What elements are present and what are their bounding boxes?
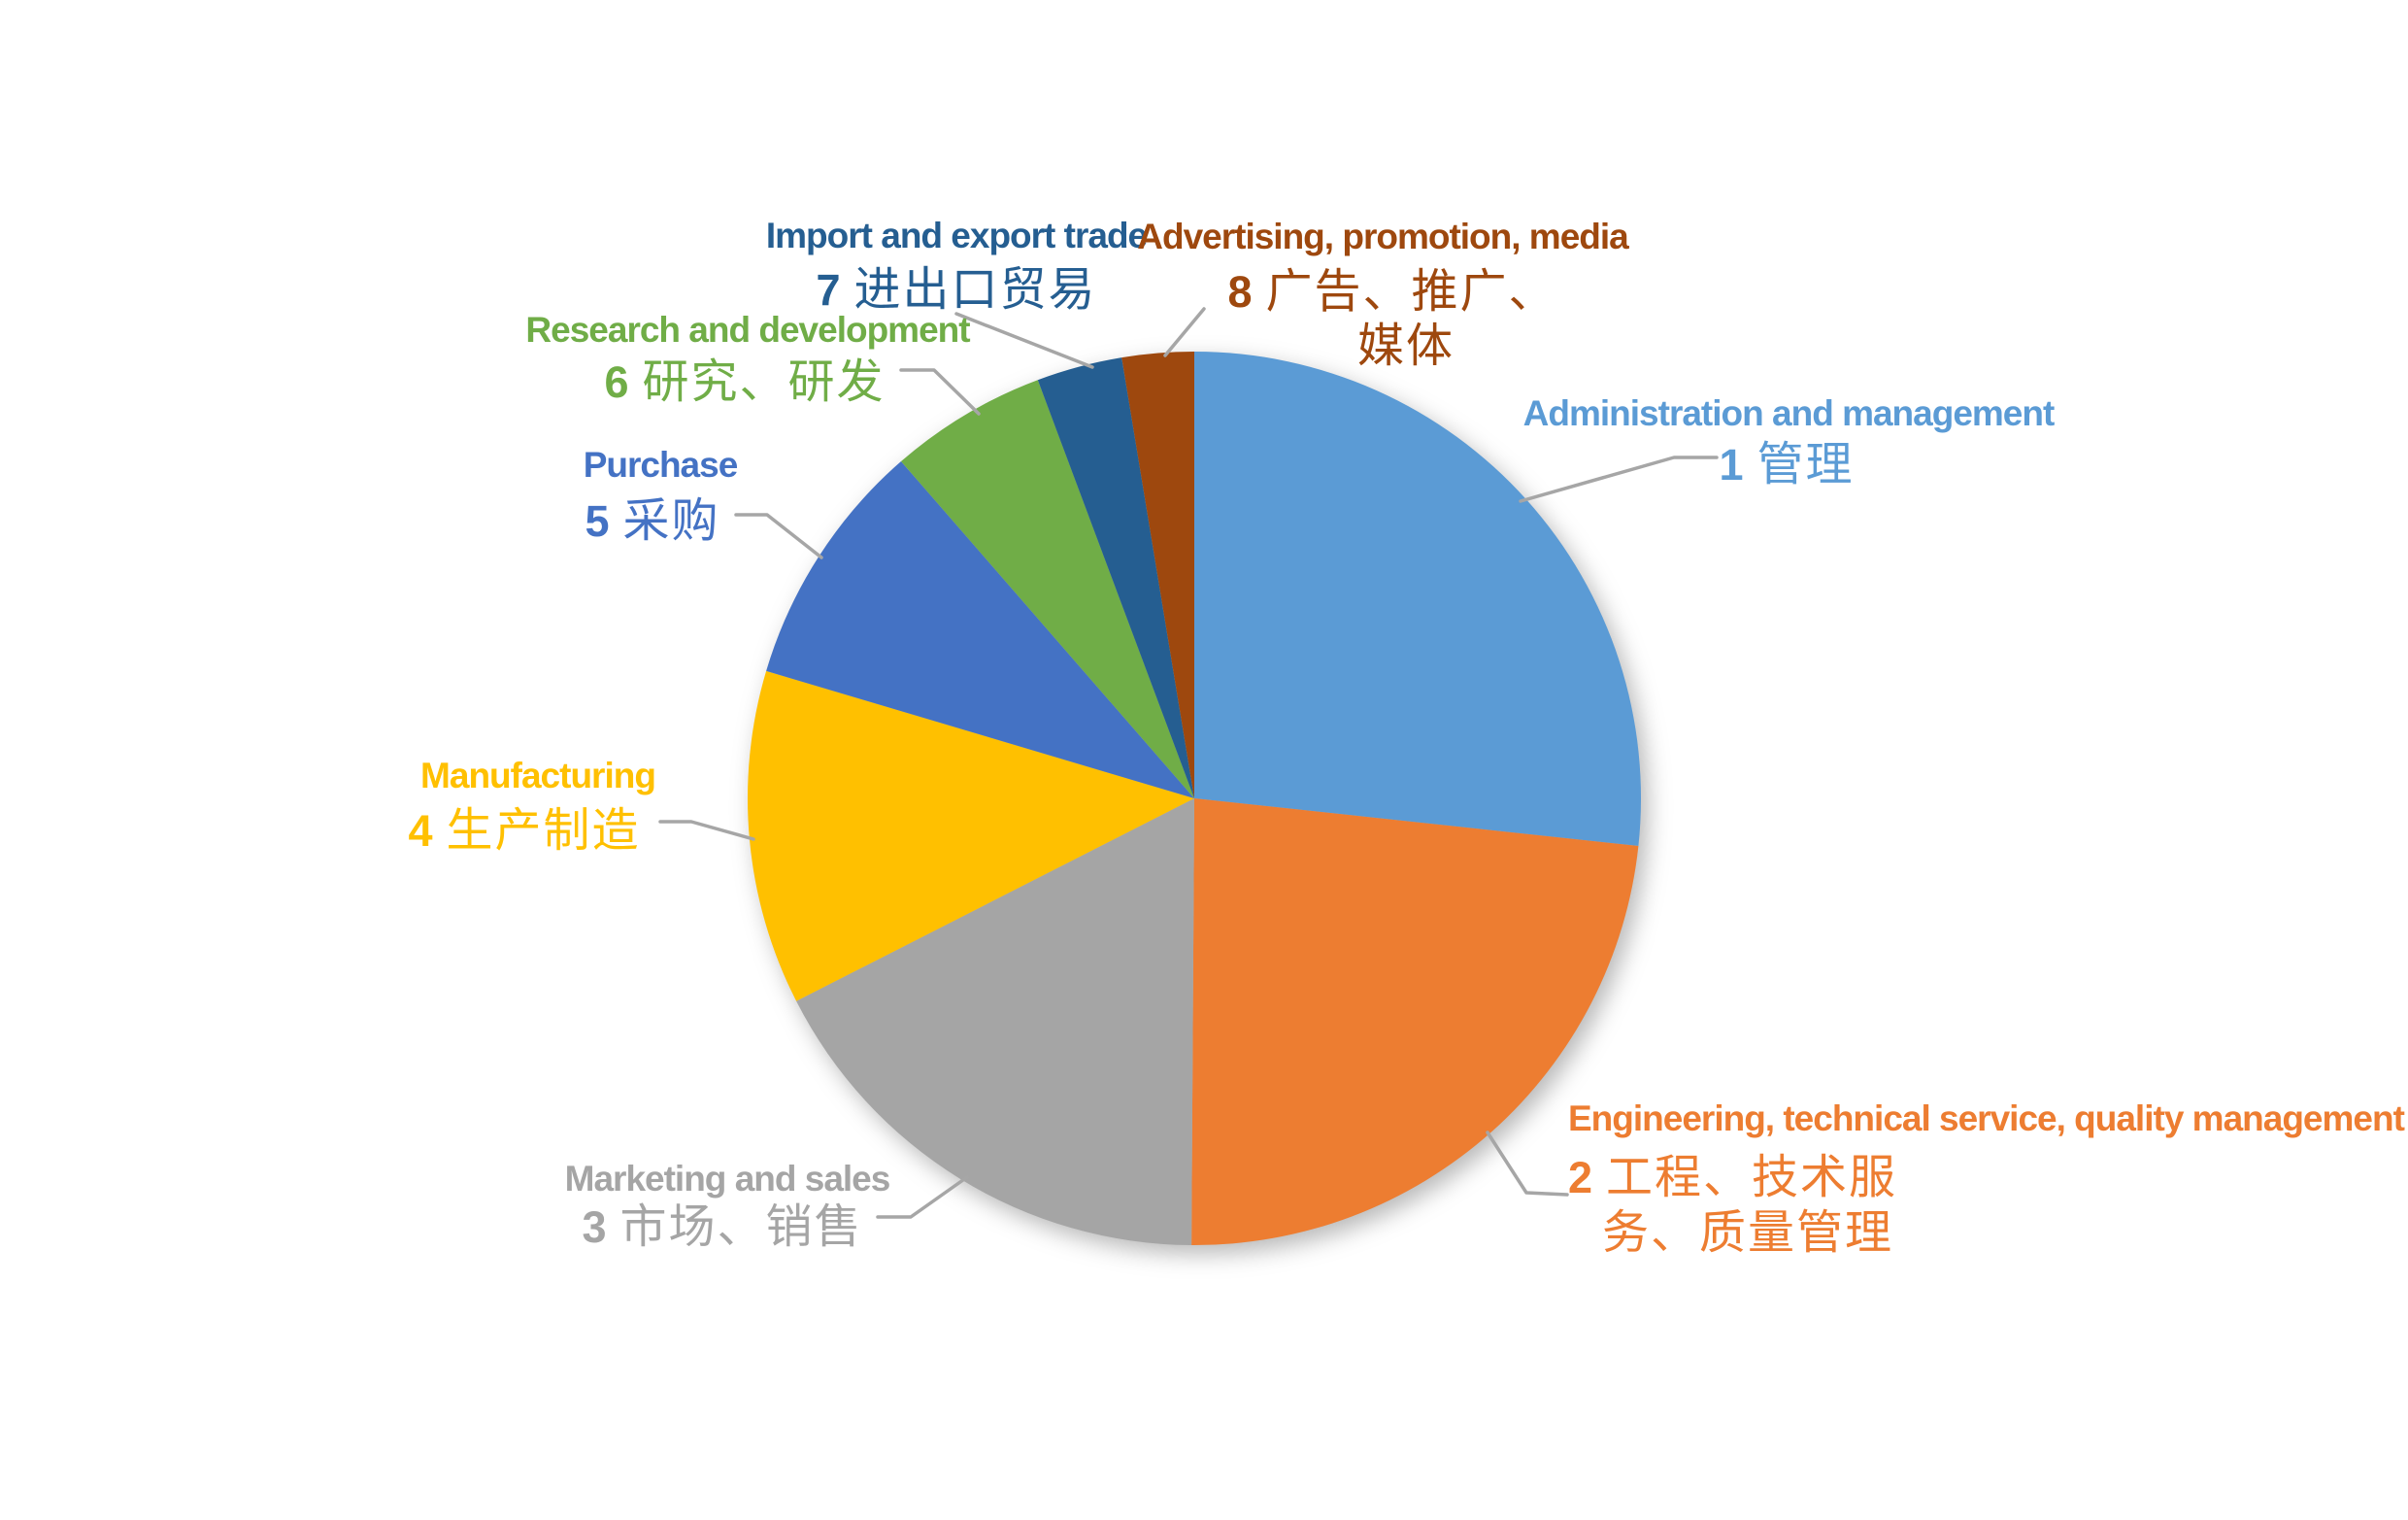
- label-manufacturing-zh-text: 生产制造: [446, 805, 641, 857]
- label-advertising-zh-line2: 媒体: [1356, 321, 1455, 372]
- leader-line-advertising: [1163, 307, 1206, 357]
- label-engineering-zh-text1: 工程、技术服: [1606, 1152, 1898, 1203]
- label-advertising-zh-line1: 8 广告、推广、: [1227, 253, 1556, 321]
- slice-number-2: 2: [1568, 1153, 1593, 1202]
- pie-slice-1[interactable]: [1194, 352, 1642, 846]
- slice-number-6: 6: [604, 357, 629, 407]
- pie-slice-2[interactable]: [1191, 798, 1639, 1246]
- label-import-export-zh: 7 进出口贸易: [816, 251, 1096, 319]
- label-engineering-zh-line2: 务、质量管理: [1602, 1207, 1894, 1259]
- slice-number-4: 4: [408, 806, 433, 856]
- label-manufacturing-en: Manufacturing: [420, 756, 656, 795]
- label-import-export-en: Import and export trade: [765, 216, 1148, 255]
- label-advertising-zh-text1: 广告、推广、: [1265, 266, 1557, 318]
- label-marketing-zh-text: 市场、销售: [619, 1201, 863, 1253]
- pie-slice-3[interactable]: [796, 798, 1194, 1245]
- label-purchase-zh: 5 采购: [585, 482, 719, 550]
- label-engineering-zh-line1: 2 工程、技术服: [1568, 1138, 1897, 1206]
- label-purchase-zh-text: 采购: [622, 495, 720, 547]
- label-administration-en: Administration and management: [1522, 393, 2056, 433]
- pie-chart: [748, 351, 1642, 1246]
- slice-number-1: 1: [1719, 440, 1744, 490]
- label-advertising-en: Advertising, promotion, media: [1137, 217, 1628, 256]
- label-marketing-en: Marketing and sales: [564, 1159, 891, 1199]
- leader-line-import-export: [954, 312, 1094, 369]
- leader-line-marketing: [876, 1175, 969, 1219]
- pie-slice-8[interactable]: [1121, 351, 1194, 798]
- label-rd-zh: 6 研究、研发: [604, 343, 885, 411]
- label-purchase-en: Purchase: [583, 445, 739, 485]
- label-rd-en: Research and development: [525, 310, 970, 350]
- pie-slice-7[interactable]: [1037, 357, 1194, 798]
- pie-slice-5[interactable]: [766, 461, 1194, 798]
- slice-number-7: 7: [816, 265, 841, 315]
- pie-slice-4[interactable]: [748, 670, 1194, 1001]
- label-rd-zh-text: 研究、研发: [642, 356, 886, 408]
- label-administration-zh: 1 管理: [1719, 425, 1854, 493]
- leader-line-manufacturing: [658, 820, 755, 841]
- leader-line-purchase: [734, 513, 823, 559]
- slice-number-3: 3: [582, 1202, 607, 1252]
- label-import-export-zh-text: 进出口贸易: [853, 264, 1097, 316]
- leader-line-rd: [899, 368, 981, 416]
- slice-number-8: 8: [1227, 267, 1253, 317]
- slice-number-5: 5: [585, 496, 610, 546]
- label-administration-zh-text: 管理: [1756, 439, 1855, 490]
- label-manufacturing-zh: 4 生产制造: [408, 792, 640, 860]
- leader-line-administration: [1519, 456, 1719, 503]
- leader-line-engineering: [1486, 1131, 1569, 1197]
- label-marketing-zh: 3 市场、销售: [582, 1188, 862, 1256]
- pie-slice-6[interactable]: [901, 380, 1194, 798]
- label-engineering-en: Engineering, technical service, quality …: [1568, 1098, 2405, 1138]
